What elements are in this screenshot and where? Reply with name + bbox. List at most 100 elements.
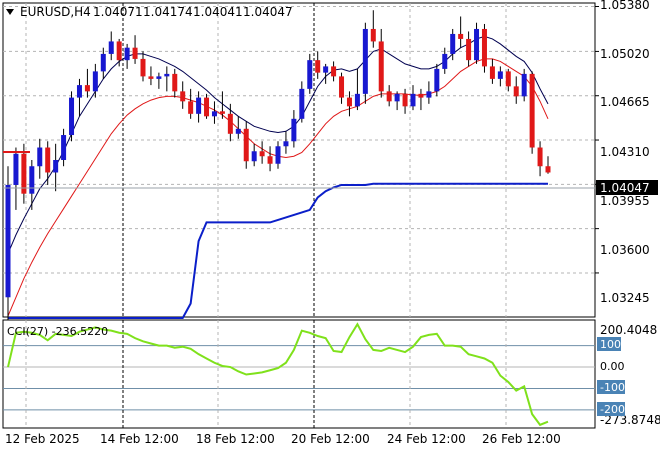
bull-candle — [474, 28, 480, 61]
bull-candle — [521, 73, 527, 97]
bear-candle — [132, 47, 138, 59]
bear-candle — [466, 38, 472, 61]
bear-candle — [116, 41, 122, 61]
cci-top-value: 200.4048 — [600, 323, 657, 337]
bull-candle — [299, 88, 305, 119]
bull-candle — [410, 93, 416, 107]
price-label: 1.04665 — [600, 95, 650, 109]
high-value: 1.04174 — [143, 5, 193, 19]
cci-level-label: 100 — [600, 338, 621, 351]
bear-candle — [180, 91, 186, 102]
price-label: 1.03600 — [600, 243, 650, 257]
bear-candle — [545, 166, 551, 173]
bull-candle — [251, 151, 257, 162]
bull-candle — [497, 71, 503, 79]
bear-candle — [505, 71, 511, 87]
bear-candle — [513, 86, 519, 97]
bull-candle — [69, 97, 75, 136]
bull-candle — [426, 91, 432, 98]
cci-bottom-value: -273.8748 — [600, 413, 660, 427]
cci-level-box — [597, 337, 621, 351]
bull-candle — [394, 93, 400, 102]
bear-candle — [267, 156, 273, 164]
bull-candle — [323, 66, 329, 73]
bear-candle — [402, 93, 408, 107]
bull-candle — [156, 76, 162, 79]
bear-candle — [537, 147, 543, 167]
bull-candle — [434, 68, 440, 92]
cci-axis: 100 0.00 -100 -200 — [597, 337, 625, 416]
current-price-box — [596, 180, 658, 195]
bear-candle — [346, 97, 352, 107]
bear-candle — [21, 153, 27, 194]
bear-candle — [219, 111, 225, 114]
bear-candle — [243, 128, 249, 162]
time-axis: 12 Feb 2025 14 Feb 12:00 18 Feb 12:00 20… — [5, 432, 561, 446]
price-label: 1.05380 — [600, 0, 650, 12]
bull-candle — [354, 93, 360, 107]
bear-candle — [370, 28, 376, 42]
cci-level-label: -200 — [600, 403, 625, 416]
time-label: 24 Feb 12:00 — [387, 432, 466, 446]
bear-candle — [172, 73, 178, 92]
bull-candle — [108, 41, 114, 54]
bear-candle — [386, 91, 392, 102]
bull-candle — [283, 141, 289, 147]
time-label: 18 Feb 12:00 — [196, 432, 275, 446]
price-label: 1.03955 — [600, 194, 650, 208]
bear-candle — [140, 58, 146, 77]
bull-candle — [275, 146, 281, 164]
bear-candle — [481, 28, 487, 67]
bear-candle — [148, 76, 154, 79]
cci-level-box — [597, 380, 625, 394]
bear-candle — [378, 41, 384, 92]
bear-candle — [188, 101, 194, 114]
bull-candle — [61, 135, 67, 160]
bull-candle — [450, 33, 456, 54]
cci-line — [7, 322, 549, 427]
fast-ma-line — [7, 35, 549, 254]
bull-candle — [196, 97, 202, 114]
bull-candle — [291, 118, 297, 142]
trend-line — [8, 182, 548, 319]
close-value: 1.04047 — [243, 5, 293, 19]
bear-candle — [529, 73, 535, 148]
bull-candle — [235, 128, 241, 134]
bull-candle — [124, 47, 130, 61]
bear-candle — [339, 76, 345, 98]
price-axis: 1.05380 1.05020 1.04665 1.04310 1.03955 … — [600, 0, 650, 305]
bear-candle — [227, 113, 233, 134]
symbol-label: EURUSD,H4 — [20, 5, 91, 19]
cci-level-box — [597, 402, 625, 416]
bull-candle — [211, 111, 217, 117]
bull-candle — [29, 166, 35, 194]
cci-label: CCI(27) -236.5220 — [7, 325, 108, 338]
bull-candle — [100, 53, 106, 72]
triangle-down-icon[interactable] — [6, 9, 14, 15]
trend-line-path — [8, 182, 548, 319]
bear-candle — [259, 151, 265, 157]
bull-candle — [37, 147, 43, 167]
time-label: 14 Feb 12:00 — [100, 432, 179, 446]
price-label: 1.05020 — [600, 47, 650, 61]
bear-candle — [204, 97, 210, 117]
bear-candle — [418, 93, 424, 98]
low-value: 1.04041 — [193, 5, 243, 19]
time-label: 12 Feb 2025 — [5, 432, 80, 446]
price-label: 1.04310 — [600, 145, 650, 159]
bull-candle — [442, 53, 448, 69]
cci-time-grid — [25, 320, 507, 428]
time-label: 20 Feb 12:00 — [291, 432, 370, 446]
bull-candle — [53, 160, 59, 173]
bear-candle — [45, 147, 51, 173]
open-value: 1.04071 — [93, 5, 143, 19]
current-price-label: 1.04047 — [600, 181, 650, 195]
cci-level-label: 0.00 — [600, 360, 625, 373]
bear-candle — [315, 60, 321, 73]
bull-candle — [362, 28, 368, 94]
bull-candle — [5, 184, 11, 298]
bear-candle — [489, 66, 495, 79]
price-label: 1.03245 — [600, 291, 650, 305]
time-label: 26 Feb 12:00 — [482, 432, 561, 446]
